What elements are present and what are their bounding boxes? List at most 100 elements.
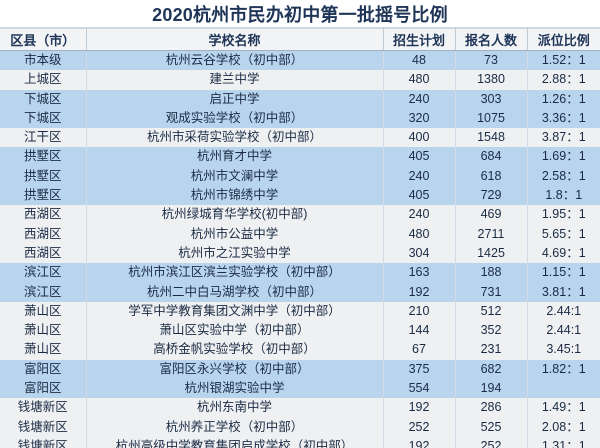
cell-district[interactable]: 富阳区 [0,379,87,399]
cell-ratio[interactable]: 2.58：1 [527,166,600,187]
column-header-school[interactable]: 学校名称 [86,28,384,51]
cell-ratio[interactable]: 1.69：1 [527,147,600,167]
cell-plan[interactable]: 375 [383,359,456,380]
cell-applicants[interactable]: 231 [455,340,528,360]
cell-ratio[interactable]: 3.87：1 [527,128,600,148]
cell-school[interactable]: 高桥金帆实验学校（初中部） [86,340,384,360]
cell-district[interactable]: 萧山区 [0,301,87,322]
cell-school[interactable]: 启正中学 [86,89,384,109]
cell-applicants[interactable]: 188 [455,263,528,283]
cell-ratio[interactable]: 1.82：1 [527,359,600,380]
cell-district[interactable]: 下城区 [0,89,87,109]
cell-district[interactable]: 拱墅区 [0,166,87,187]
cell-school[interactable]: 杭州市采荷实验学校（初中部） [86,128,384,148]
cell-applicants[interactable]: 286 [455,398,528,418]
cell-school[interactable]: 杭州云谷学校（初中部） [86,50,384,71]
cell-district[interactable]: 西湖区 [0,243,87,264]
table-row[interactable]: 钱塘新区 杭州高级中学教育集团启成学校（初中部） 192 252 1.31：1 [0,436,600,448]
cell-school[interactable]: 杭州市之江实验中学 [86,243,384,264]
table-row[interactable]: 下城区 启正中学 240 303 1.26：1 [0,89,600,109]
cell-ratio[interactable]: 2.44:1 [527,301,600,322]
cell-district[interactable]: 滨江区 [0,282,87,302]
cell-applicants[interactable]: 729 [455,186,528,206]
cell-applicants[interactable]: 682 [455,359,528,380]
cell-school[interactable]: 杭州养正学校（初中部） [86,417,384,437]
cell-school[interactable]: 杭州东南中学 [86,398,384,418]
cell-school[interactable]: 杭州绿城育华学校(初中部) [86,205,384,225]
cell-plan[interactable]: 304 [383,243,456,264]
table-row[interactable]: 西湖区 杭州绿城育华学校(初中部) 240 469 1.95：1 [0,205,600,225]
table-row[interactable]: 钱塘新区 杭州养正学校（初中部） 252 525 2.08：1 [0,417,600,437]
cell-district[interactable]: 西湖区 [0,224,87,244]
cell-applicants[interactable]: 2711 [455,224,528,244]
cell-plan[interactable]: 240 [383,205,456,225]
table-row[interactable]: 江干区 杭州市采荷实验学校（初中部） 400 1548 3.87：1 [0,128,600,148]
cell-school[interactable]: 观成实验学校（初中部） [86,108,384,129]
cell-applicants[interactable]: 618 [455,166,528,187]
cell-ratio[interactable]: 1.95：1 [527,205,600,225]
cell-applicants[interactable]: 1075 [455,108,528,129]
cell-district[interactable]: 下城区 [0,108,87,129]
cell-district[interactable]: 钱塘新区 [0,398,87,418]
cell-ratio[interactable]: 2.44:1 [527,321,600,341]
cell-plan[interactable]: 240 [383,166,456,187]
cell-school[interactable]: 杭州市文澜中学 [86,166,384,187]
cell-plan[interactable]: 48 [383,50,456,71]
cell-plan[interactable]: 405 [383,147,456,167]
cell-ratio[interactable]: 2.08：1 [527,417,600,437]
cell-district[interactable]: 钱塘新区 [0,417,87,437]
cell-applicants[interactable]: 303 [455,89,528,109]
cell-school[interactable]: 建兰中学 [86,70,384,90]
cell-applicants[interactable]: 512 [455,301,528,322]
table-row[interactable]: 西湖区 杭州市之江实验中学 304 1425 4.69：1 [0,243,600,264]
cell-school[interactable]: 杭州育才中学 [86,147,384,167]
cell-district[interactable]: 西湖区 [0,205,87,225]
cell-district[interactable]: 上城区 [0,70,87,90]
column-header-applicants[interactable]: 报名人数 [455,28,528,51]
table-row[interactable]: 拱墅区 杭州市文澜中学 240 618 2.58：1 [0,166,600,187]
cell-school[interactable]: 学军中学教育集团文渊中学（初中部） [86,301,384,322]
cell-plan[interactable]: 144 [383,321,456,341]
cell-plan[interactable]: 480 [383,224,456,244]
cell-applicants[interactable]: 525 [455,417,528,437]
cell-district[interactable]: 江干区 [0,128,87,148]
cell-plan[interactable]: 192 [383,282,456,302]
cell-applicants[interactable]: 469 [455,205,528,225]
cell-district[interactable]: 拱墅区 [0,147,87,167]
cell-plan[interactable]: 480 [383,70,456,90]
table-row[interactable]: 滨江区 杭州二中白马湖学校（初中部） 192 731 3.81：1 [0,282,600,302]
cell-school[interactable]: 萧山区实验中学（初中部） [86,321,384,341]
cell-school[interactable]: 杭州市公益中学 [86,224,384,244]
cell-applicants[interactable]: 1425 [455,243,528,264]
cell-plan[interactable]: 554 [383,379,456,399]
cell-school[interactable]: 杭州市滨江区滨兰实验学校（初中部） [86,263,384,283]
cell-applicants[interactable]: 252 [455,436,528,448]
cell-plan[interactable]: 400 [383,128,456,148]
table-row[interactable]: 西湖区 杭州市公益中学 480 2711 5.65：1 [0,224,600,244]
cell-district[interactable]: 钱塘新区 [0,436,87,448]
cell-ratio[interactable]: 5.65：1 [527,224,600,244]
cell-applicants[interactable]: 1380 [455,70,528,90]
cell-district[interactable]: 拱墅区 [0,186,87,206]
table-row[interactable]: 富阳区 杭州银湖实验中学 554 194 [0,379,600,399]
cell-plan[interactable]: 67 [383,340,456,360]
cell-school[interactable]: 杭州市锦绣中学 [86,186,384,206]
cell-applicants[interactable]: 194 [455,379,528,399]
table-row[interactable]: 滨江区 杭州市滨江区滨兰实验学校（初中部） 163 188 1.15：1 [0,263,600,283]
table-row[interactable]: 钱塘新区 杭州东南中学 192 286 1.49：1 [0,398,600,418]
table-row[interactable]: 拱墅区 杭州市锦绣中学 405 729 1.8：1 [0,186,600,206]
cell-plan[interactable]: 252 [383,417,456,437]
cell-school[interactable]: 杭州银湖实验中学 [86,379,384,399]
cell-plan[interactable]: 320 [383,108,456,129]
cell-ratio[interactable]: 3.45:1 [527,340,600,360]
table-row[interactable]: 市本级 杭州云谷学校（初中部） 48 73 1.52：1 [0,50,600,71]
cell-ratio[interactable]: 1.49：1 [527,398,600,418]
column-header-district[interactable]: 区县（市） [0,28,87,51]
cell-plan[interactable]: 240 [383,89,456,109]
cell-district[interactable]: 萧山区 [0,321,87,341]
cell-ratio[interactable]: 1.26：1 [527,89,600,109]
cell-ratio[interactable]: 2.88：1 [527,70,600,90]
cell-school[interactable]: 杭州二中白马湖学校（初中部） [86,282,384,302]
cell-ratio[interactable]: 3.81：1 [527,282,600,302]
cell-school[interactable]: 杭州高级中学教育集团启成学校（初中部） [86,436,384,448]
